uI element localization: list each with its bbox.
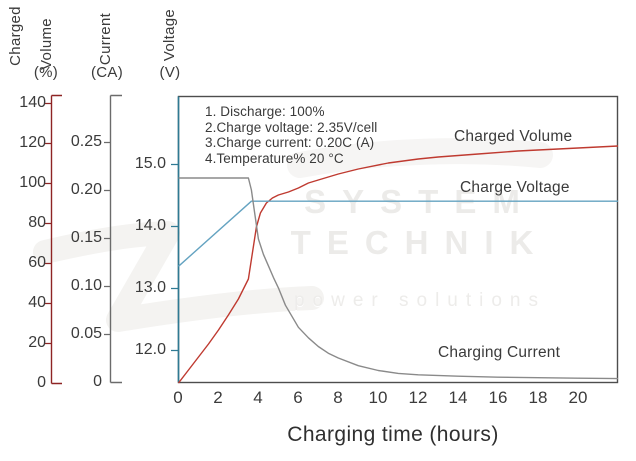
annotation-block: 1. Discharge: 100% 2.Charge voltage: 2.3… xyxy=(205,104,377,166)
charged-volume-curve-label: Charged Volume xyxy=(454,128,573,145)
volume-tick: 0 xyxy=(37,374,46,391)
volume-tick: 80 xyxy=(28,214,46,231)
watermark-line-3: power solutions xyxy=(293,290,547,311)
voltage-tick: 12.0 xyxy=(134,341,166,358)
current-tick: 0.20 xyxy=(70,181,102,198)
voltage-tick: 13.0 xyxy=(134,279,166,296)
volume-axis-spine xyxy=(45,94,62,385)
current-tick: 0 xyxy=(93,373,102,390)
annotation-line: 4.Temperature% 20 °C xyxy=(205,150,344,166)
volume-tick: 40 xyxy=(28,294,46,311)
x-tick: 4 xyxy=(253,388,263,407)
voltage-tick: 15.0 xyxy=(134,155,166,172)
x-tick: 16 xyxy=(488,388,508,407)
watermark-line-2: TECHNIK xyxy=(290,224,550,261)
annotation-line: 1. Discharge: 100% xyxy=(205,104,325,119)
volume-tick: 120 xyxy=(19,134,46,151)
volume-tick: 20 xyxy=(28,334,46,351)
annotation-line: 3.Charge current: 0.20C (A) xyxy=(205,135,375,151)
x-tick: 0 xyxy=(173,388,183,407)
x-tick: 8 xyxy=(333,388,343,407)
voltage-axis-unit: (V) xyxy=(159,64,181,81)
x-tick: 2 xyxy=(213,388,223,407)
volume-tick: 140 xyxy=(19,94,46,111)
current-tick: 0.10 xyxy=(70,277,102,294)
current-tick: 0.15 xyxy=(70,229,102,246)
annotation-line: 2.Charge voltage: 2.35V/cell xyxy=(205,119,378,135)
charge-voltage-curve-label: Charge Voltage xyxy=(460,179,570,196)
x-tick: 10 xyxy=(368,388,388,407)
curves-group xyxy=(177,145,619,384)
curve-charge-voltage xyxy=(178,200,618,267)
x-tick: 12 xyxy=(408,388,428,407)
current-axis-spine xyxy=(104,94,122,384)
x-axis-title: Charging time (hours) xyxy=(287,423,499,446)
charging-current-curve-label: Charging Current xyxy=(438,344,561,361)
current-tick: 0.05 xyxy=(70,325,102,342)
current-tick: 0.25 xyxy=(70,133,102,150)
volume-axis-unit: (%) xyxy=(33,64,59,81)
voltage-axis-spine xyxy=(171,96,180,383)
x-tick: 18 xyxy=(528,388,548,407)
volume-tick: 60 xyxy=(28,254,46,271)
x-tick: 20 xyxy=(568,388,588,407)
x-tick: 6 xyxy=(293,388,303,407)
x-tick: 14 xyxy=(448,388,468,407)
volume-tick: 100 xyxy=(19,174,46,191)
curve-charged-volume xyxy=(177,145,619,384)
current-axis-unit: (CA) xyxy=(90,64,124,81)
curve-charging-current xyxy=(178,177,619,380)
voltage-tick: 14.0 xyxy=(134,217,166,234)
